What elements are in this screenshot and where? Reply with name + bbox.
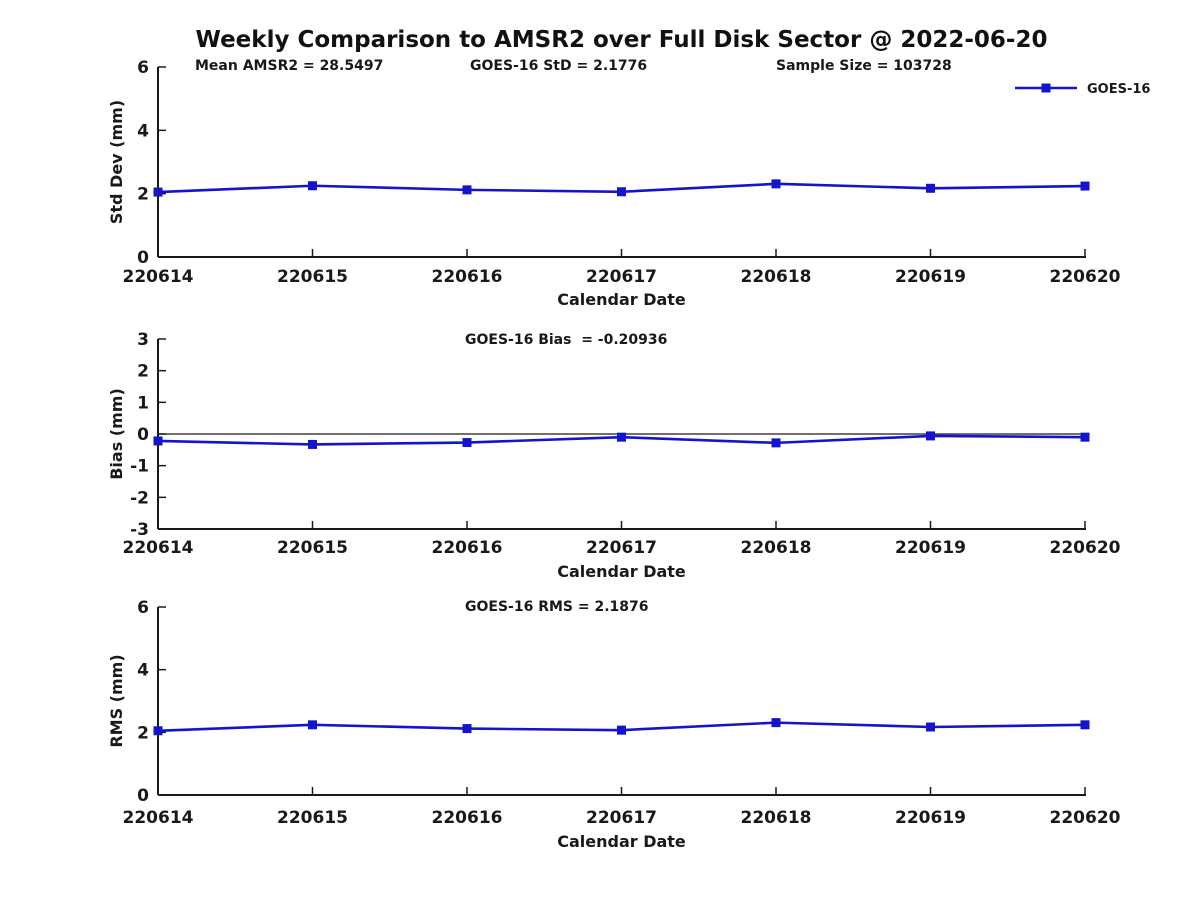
data-point-marker — [1080, 720, 1090, 730]
y-tick-label: 2 — [137, 723, 149, 743]
x-tick-label: 220619 — [895, 538, 966, 558]
y-tick-label: 0 — [137, 786, 149, 806]
x-tick-label: 220615 — [277, 808, 348, 828]
x-tick-label: 220620 — [1050, 538, 1121, 558]
x-tick-label: 220615 — [277, 267, 348, 287]
x-tick-label: 220620 — [1050, 808, 1121, 828]
data-point-marker — [153, 726, 163, 736]
data-point-marker — [308, 439, 317, 449]
x-tick-label: 220618 — [741, 267, 812, 287]
legend-label: GOES-16 — [1087, 82, 1150, 97]
data-point-marker — [771, 179, 781, 189]
y-axis-label: Std Dev (mm) — [107, 100, 126, 224]
data-point-marker — [617, 432, 626, 442]
x-tick-label: 220614 — [123, 808, 194, 828]
data-point-marker — [462, 724, 472, 734]
x-tick-label: 220617 — [586, 538, 657, 558]
y-tick-label: 3 — [137, 330, 149, 350]
x-tick-label: 220620 — [1050, 267, 1121, 287]
y-tick-label: 2 — [137, 362, 149, 382]
stat-annotation: GOES-16 RMS = 2.1876 — [465, 599, 649, 615]
y-tick-label: 0 — [137, 425, 149, 445]
y-tick-label: 1 — [137, 393, 149, 413]
x-tick-label: 220617 — [586, 808, 657, 828]
stat-annotation: Mean AMSR2 = 28.5497 — [195, 58, 383, 74]
data-point-marker — [617, 725, 626, 735]
x-tick-label: 220617 — [586, 267, 657, 287]
x-tick-label: 220616 — [432, 538, 503, 558]
y-tick-label: 4 — [137, 121, 149, 141]
stat-annotation: GOES-16 Bias = -0.20936 — [465, 332, 667, 348]
data-point-marker — [1080, 432, 1090, 442]
x-tick-label: 220615 — [277, 538, 348, 558]
y-tick-label: -2 — [130, 488, 149, 508]
data-point-marker — [617, 187, 626, 197]
data-point-marker — [926, 722, 935, 732]
data-point-marker — [153, 187, 163, 197]
data-point-marker — [308, 181, 317, 191]
y-tick-label: 2 — [137, 185, 149, 205]
stat-annotation: GOES-16 StD = 2.1776 — [470, 58, 647, 74]
y-tick-label: 6 — [137, 598, 149, 618]
y-tick-label: 6 — [137, 58, 149, 78]
x-tick-label: 220614 — [123, 538, 194, 558]
data-point-marker — [1080, 181, 1090, 191]
rms-subplot: 0 2 4 6 220614 220615 220616 220617 220618 220619… — [107, 598, 1121, 851]
data-point-marker — [462, 438, 472, 448]
y-tick-label: -3 — [130, 520, 149, 540]
data-point-marker — [462, 185, 472, 195]
y-axis-label: Bias (mm) — [107, 388, 126, 480]
x-tick-label: 220618 — [741, 808, 812, 828]
data-point-marker — [926, 431, 935, 441]
x-tick-label: 220616 — [432, 267, 503, 287]
y-tick-label: 0 — [137, 248, 149, 268]
data-point-marker — [926, 183, 935, 193]
x-axis-label: Calendar Date — [557, 562, 686, 581]
legend-marker — [1041, 83, 1051, 93]
data-point-marker — [771, 718, 781, 728]
x-tick-label: 220614 — [123, 267, 194, 287]
x-tick-label: 220619 — [895, 267, 966, 287]
y-tick-label: -1 — [130, 457, 149, 477]
stat-annotation: Sample Size = 103728 — [776, 58, 952, 74]
x-tick-label: 220616 — [432, 808, 503, 828]
data-point-marker — [153, 436, 163, 446]
x-axis-label: Calendar Date — [557, 832, 686, 851]
std-dev-subplot: 0 2 4 6 220614 220615 220616 220617 220618 220619… — [107, 58, 1150, 309]
figure-title: Weekly Comparison to AMSR2 over Full Dis… — [195, 27, 1048, 53]
x-tick-label: 220618 — [741, 538, 812, 558]
y-axis-label: RMS (mm) — [107, 654, 126, 747]
x-axis-label: Calendar Date — [557, 290, 686, 309]
x-tick-label: 220619 — [895, 808, 966, 828]
y-tick-label: 4 — [137, 661, 149, 681]
data-point-marker — [771, 438, 781, 448]
data-point-marker — [308, 720, 317, 730]
